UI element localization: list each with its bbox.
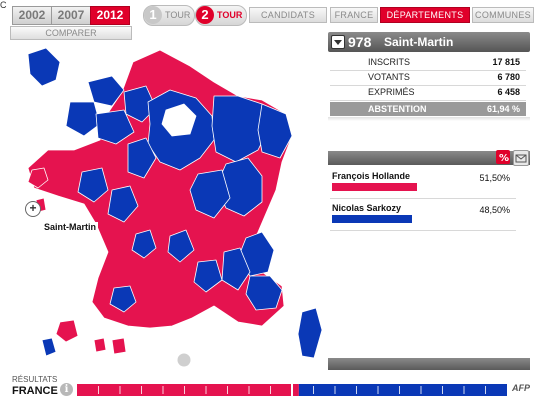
stat-value: 61,94 % xyxy=(486,104,520,114)
overseas-nouvelle-caledonie[interactable] xyxy=(41,337,57,357)
stat-value: 17 815 xyxy=(492,57,520,67)
afp-logo: AFP xyxy=(512,383,530,393)
candidate-percent: 51,50% xyxy=(479,173,510,183)
department-drome[interactable] xyxy=(193,259,223,293)
department-code: 978 xyxy=(348,34,372,50)
hover-department-label: Saint-Martin xyxy=(42,222,99,232)
info-icon[interactable]: i xyxy=(60,383,73,396)
department-tarn-et-garonne[interactable] xyxy=(109,285,137,313)
department-sarthe[interactable] xyxy=(95,109,135,145)
panel-shadow xyxy=(328,117,530,121)
compare-button[interactable]: COMPARER xyxy=(10,26,132,40)
tour-1-button[interactable]: 1 TOUR xyxy=(143,5,195,26)
stat-row-inscrits: INSCRITS 17 815 xyxy=(330,55,526,71)
year-2012-button[interactable]: 2012 xyxy=(90,6,130,25)
gauge-left-share xyxy=(77,384,299,396)
tour-2-button[interactable]: 2 TOUR xyxy=(195,5,247,26)
department-alpes-maritimes[interactable] xyxy=(245,275,283,311)
candidate-name: François Hollande xyxy=(332,171,411,181)
department-marne-aube[interactable] xyxy=(211,95,271,163)
stat-row-exprimes: EXPRIMÉS 6 458 xyxy=(330,85,526,101)
tour-label: TOUR xyxy=(165,10,191,20)
department-corse[interactable] xyxy=(297,307,323,359)
department-header: 978 Saint-Martin xyxy=(328,32,530,52)
tour-label: TOUR xyxy=(217,10,243,20)
panel-footer-bar xyxy=(328,358,530,370)
department-cote-dor[interactable] xyxy=(189,169,231,219)
svg-text:%: % xyxy=(499,153,509,164)
candidate-bar xyxy=(332,215,412,223)
gauge-right-share xyxy=(298,384,507,396)
year-2002-button[interactable]: 2002 xyxy=(12,6,52,25)
department-manche[interactable] xyxy=(27,47,61,87)
department-vienne[interactable] xyxy=(107,185,139,223)
overseas-guadeloupe[interactable] xyxy=(27,167,49,189)
stat-row-votants: VOTANTS 6 780 xyxy=(330,70,526,86)
candidate-percent: 48,50% xyxy=(479,205,510,215)
map-scroll-handle[interactable] xyxy=(177,353,191,367)
national-results-gauge xyxy=(77,384,507,396)
department-vendee[interactable] xyxy=(77,167,109,203)
department-isere[interactable] xyxy=(221,247,251,291)
department-orne[interactable] xyxy=(65,101,101,137)
candidate-name: Nicolas Sarkozy xyxy=(332,203,402,213)
department-correze[interactable] xyxy=(131,229,157,259)
scope-label: FRANCE xyxy=(12,385,58,397)
department-name: Saint-Martin xyxy=(384,35,454,49)
department-loir-et-cher[interactable] xyxy=(127,137,157,179)
france-election-map[interactable] xyxy=(0,40,325,375)
stat-label: INSCRITS xyxy=(368,57,411,67)
department-calvados[interactable] xyxy=(87,75,125,107)
tour-number: 2 xyxy=(196,6,214,24)
stat-label: EXPRIMÉS xyxy=(368,87,415,97)
stat-value: 6 458 xyxy=(497,87,520,97)
candidate-row-hollande: François Hollande 51,50% xyxy=(330,168,516,199)
tab-candidats[interactable]: CANDIDATS xyxy=(249,7,327,23)
percent-view-icon[interactable]: % xyxy=(496,150,510,164)
department-paris[interactable] xyxy=(161,103,197,137)
tab-communes[interactable]: COMMUNES xyxy=(472,7,534,23)
results-label: RÉSULTATS xyxy=(12,375,58,384)
corner-mark: C xyxy=(0,0,7,10)
stat-label: ABSTENTION xyxy=(368,104,427,114)
department-haute-loire[interactable] xyxy=(167,229,195,263)
tab-departements[interactable]: DÉPARTEMENTS xyxy=(380,7,470,23)
year-2007-button[interactable]: 2007 xyxy=(51,6,91,25)
candidate-row-sarkozy: Nicolas Sarkozy 48,50% xyxy=(330,200,516,231)
tour-number: 1 xyxy=(144,6,162,24)
results-header-bar xyxy=(328,151,530,165)
stat-label: VOTANTS xyxy=(368,72,410,82)
department-alsace[interactable] xyxy=(257,103,293,159)
zoom-plus-icon[interactable]: + xyxy=(25,201,41,217)
dropdown-arrow-icon[interactable] xyxy=(331,35,345,49)
overseas-reunion[interactable] xyxy=(93,337,107,353)
overseas-guyane[interactable] xyxy=(55,319,79,343)
envelope-icon[interactable] xyxy=(513,150,529,166)
stat-value: 6 780 xyxy=(497,72,520,82)
overseas-mayotte[interactable] xyxy=(111,337,127,355)
abstention-row: ABSTENTION 61,94 % xyxy=(330,102,526,116)
candidate-bar xyxy=(332,183,417,191)
tab-france[interactable]: FRANCE xyxy=(330,7,378,23)
